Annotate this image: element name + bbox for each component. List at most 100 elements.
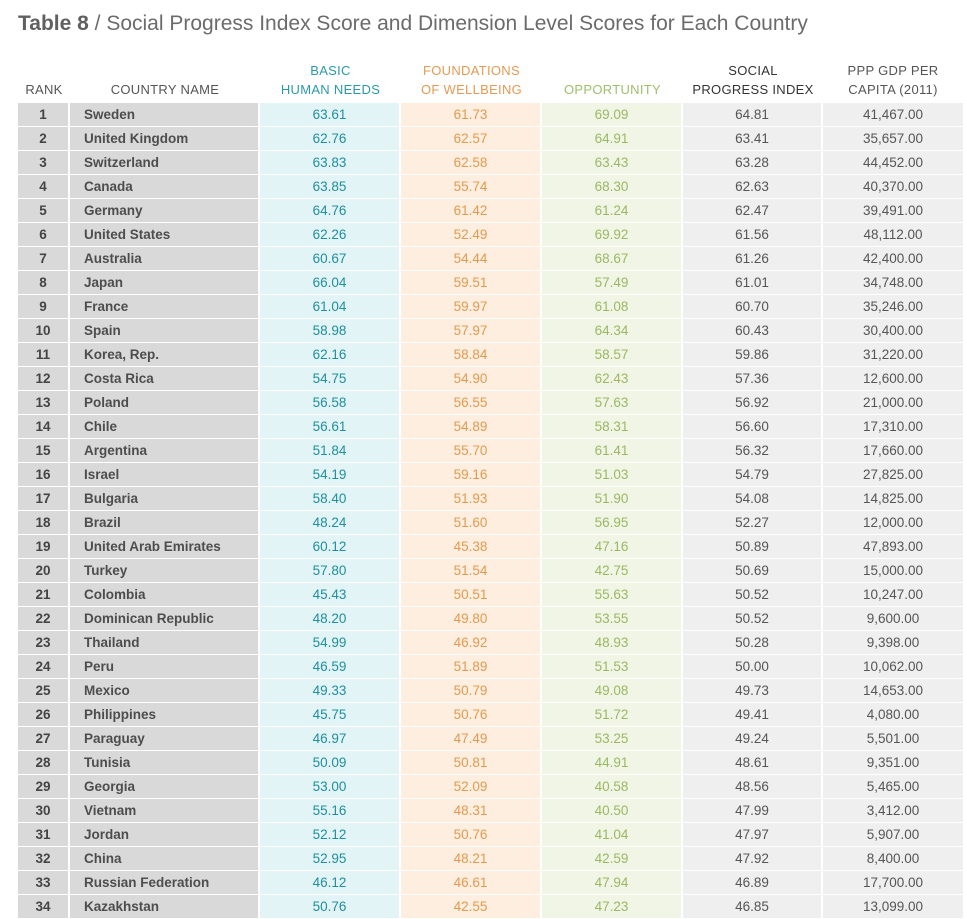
basic-human-needs-cell: 52.95 (260, 847, 401, 871)
opportunity-cell: 69.09 (542, 103, 683, 127)
table-row: 28 Tunisia 50.09 50.81 44.91 48.61 9,351.00 (18, 751, 963, 775)
table-row: 11 Korea, Rep. 62.16 58.84 58.57 59.86 31,220.… (18, 343, 963, 367)
table-row: 13 Poland 56.58 56.55 57.63 56.92 21,000.00 (18, 391, 963, 415)
basic-human-needs-cell: 54.75 (260, 367, 401, 391)
foundations-of-wellbeing-cell: 62.57 (401, 127, 542, 151)
foundations-of-wellbeing-cell: 46.92 (401, 631, 542, 655)
foundations-of-wellbeing-cell: 61.73 (401, 103, 542, 127)
table-row: 5 Germany 64.76 61.42 61.24 62.47 39,491.00 (18, 199, 963, 223)
social-progress-index-cell: 59.86 (683, 343, 823, 367)
table-row: 23 Thailand 54.99 46.92 48.93 50.28 9,398.00 (18, 631, 963, 655)
country-name-cell: Germany (70, 199, 260, 223)
header-country-name: COUNTRY NAME (110, 82, 220, 97)
social-progress-index-cell: 48.56 (683, 775, 823, 799)
rank-cell: 2 (18, 127, 70, 151)
opportunity-cell: 48.93 (542, 631, 683, 655)
basic-human-needs-cell: 46.59 (260, 655, 401, 679)
rank-cell: 7 (18, 247, 70, 271)
rank-cell: 14 (18, 415, 70, 439)
title-separator: / (88, 12, 107, 35)
header-rank: RANK (25, 82, 63, 97)
social-progress-index-cell: 61.01 (683, 271, 823, 295)
table-row: 17 Bulgaria 58.40 51.93 51.90 54.08 14,825.00 (18, 487, 963, 511)
foundations-of-wellbeing-cell: 61.42 (401, 199, 542, 223)
foundations-of-wellbeing-cell: 49.80 (401, 607, 542, 631)
social-progress-index-cell: 61.26 (683, 247, 823, 271)
gdp-per-capita-cell: 5,465.00 (823, 775, 963, 799)
country-name-cell: Costa Rica (70, 367, 260, 391)
social-progress-index-cell: 47.99 (683, 799, 823, 823)
rank-cell: 29 (18, 775, 70, 799)
table-row: 4 Canada 63.85 55.74 68.30 62.63 40,370.00 (18, 175, 963, 199)
opportunity-cell: 40.58 (542, 775, 683, 799)
foundations-of-wellbeing-cell: 51.93 (401, 487, 542, 511)
country-name-cell: Vietnam (70, 799, 260, 823)
foundations-of-wellbeing-cell: 54.90 (401, 367, 542, 391)
table-row: 22 Dominican Republic 48.20 49.80 53.55 50.52… (18, 607, 963, 631)
foundations-of-wellbeing-cell: 48.21 (401, 847, 542, 871)
rank-cell: 32 (18, 847, 70, 871)
basic-human-needs-cell: 60.67 (260, 247, 401, 271)
gdp-per-capita-cell: 44,452.00 (823, 151, 963, 175)
opportunity-cell: 58.57 (542, 343, 683, 367)
social-progress-index-cell: 49.41 (683, 703, 823, 727)
foundations-of-wellbeing-cell: 58.84 (401, 343, 542, 367)
social-progress-index-cell: 46.89 (683, 871, 823, 895)
gdp-per-capita-cell: 47,893.00 (823, 535, 963, 559)
table-row: 8 Japan 66.04 59.51 57.49 61.01 34,748.00 (18, 271, 963, 295)
table-row: 25 Mexico 49.33 50.79 49.08 49.73 14,653.00 (18, 679, 963, 703)
country-name-cell: United Kingdom (70, 127, 260, 151)
gdp-per-capita-cell: 10,247.00 (823, 583, 963, 607)
country-name-cell: Dominican Republic (70, 607, 260, 631)
social-progress-index-cell: 62.47 (683, 199, 823, 223)
gdp-per-capita-cell: 13,099.00 (823, 895, 963, 919)
header-opportunity: OPPORTUNITY (564, 82, 661, 97)
table-row: 15 Argentina 51.84 55.70 61.41 56.32 17,660.00 (18, 439, 963, 463)
country-name-cell: Kazakhstan (70, 895, 260, 919)
country-name-cell: Mexico (70, 679, 260, 703)
gdp-per-capita-cell: 9,351.00 (823, 751, 963, 775)
rank-cell: 24 (18, 655, 70, 679)
social-progress-index-cell: 49.73 (683, 679, 823, 703)
social-progress-index-cell: 50.89 (683, 535, 823, 559)
rank-cell: 34 (18, 895, 70, 919)
basic-human-needs-cell: 46.12 (260, 871, 401, 895)
table-row: 24 Peru 46.59 51.89 51.53 50.00 10,062.00 (18, 655, 963, 679)
opportunity-cell: 41.04 (542, 823, 683, 847)
gdp-per-capita-cell: 27,825.00 (823, 463, 963, 487)
table-row: 16 Israel 54.19 59.16 51.03 54.79 27,825.00 (18, 463, 963, 487)
opportunity-cell: 55.63 (542, 583, 683, 607)
opportunity-cell: 51.03 (542, 463, 683, 487)
table-row: 2 United Kingdom 62.76 62.57 64.91 63.41 35,65… (18, 127, 963, 151)
gdp-per-capita-cell: 12,000.00 (823, 511, 963, 535)
basic-human-needs-cell: 46.97 (260, 727, 401, 751)
foundations-of-wellbeing-cell: 55.74 (401, 175, 542, 199)
country-name-cell: Bulgaria (70, 487, 260, 511)
social-progress-index-cell: 60.70 (683, 295, 823, 319)
gdp-per-capita-cell: 12,600.00 (823, 367, 963, 391)
country-name-cell: China (70, 847, 260, 871)
opportunity-cell: 62.43 (542, 367, 683, 391)
header-social-progress-index: SOCIAL PROGRESS INDEX (692, 63, 814, 97)
rank-cell: 19 (18, 535, 70, 559)
social-progress-index-cell: 49.24 (683, 727, 823, 751)
social-progress-index-cell: 61.56 (683, 223, 823, 247)
basic-human-needs-cell: 63.61 (260, 103, 401, 127)
rank-cell: 12 (18, 367, 70, 391)
social-progress-index-cell: 63.28 (683, 151, 823, 175)
country-name-cell: Korea, Rep. (70, 343, 260, 367)
gdp-per-capita-cell: 17,310.00 (823, 415, 963, 439)
gdp-per-capita-cell: 8,400.00 (823, 847, 963, 871)
gdp-per-capita-cell: 14,825.00 (823, 487, 963, 511)
opportunity-cell: 47.94 (542, 871, 683, 895)
opportunity-cell: 53.55 (542, 607, 683, 631)
country-name-cell: United Arab Emirates (70, 535, 260, 559)
gdp-per-capita-cell: 10,062.00 (823, 655, 963, 679)
social-progress-index-cell: 57.36 (683, 367, 823, 391)
gdp-per-capita-cell: 9,398.00 (823, 631, 963, 655)
gdp-per-capita-cell: 5,501.00 (823, 727, 963, 751)
social-progress-index-cell: 60.43 (683, 319, 823, 343)
foundations-of-wellbeing-cell: 57.97 (401, 319, 542, 343)
foundations-of-wellbeing-cell: 62.58 (401, 151, 542, 175)
country-name-cell: Russian Federation (70, 871, 260, 895)
